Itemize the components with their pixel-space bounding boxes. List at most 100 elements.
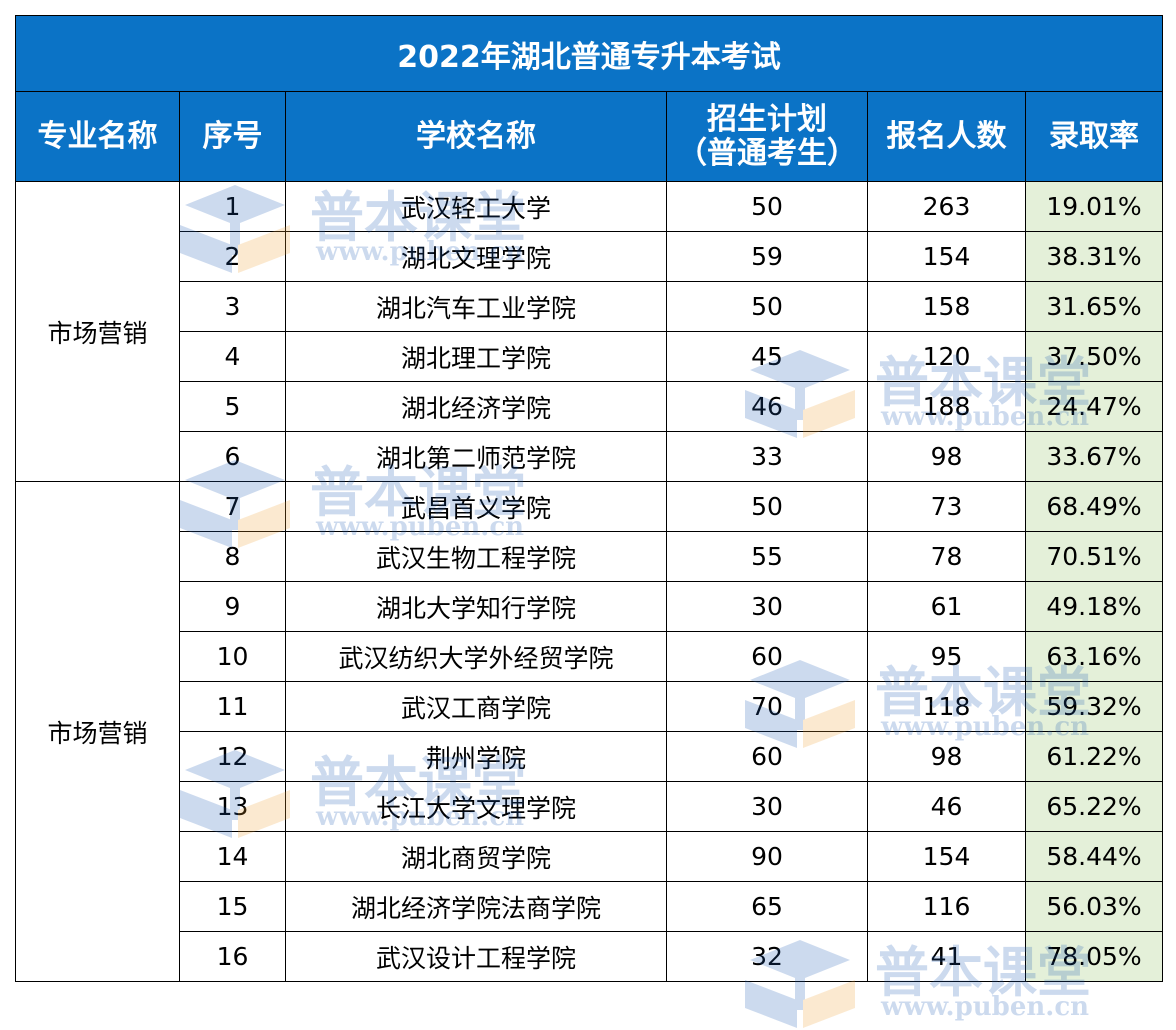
plan-cell: 59 [666, 231, 868, 282]
table-row: 市场营销 7 武昌首义学院 50 73 68.49% [15, 481, 1164, 982]
table-row: 13 长江大学文理学院 30 46 65.22% [16, 781, 1164, 832]
rate-cell: 38.31% [1024, 231, 1164, 282]
school-cell: 湖北商贸学院 [285, 831, 667, 882]
school-cell: 武汉生物工程学院 [285, 531, 667, 582]
table-row: 市场营销 1 武汉轻工大学 50 263 19.01% [15, 181, 1164, 482]
plan-cell: 30 [666, 781, 868, 832]
applicants-cell: 46 [867, 781, 1026, 832]
applicants-cell: 158 [867, 281, 1026, 332]
plan-cell: 70 [666, 681, 868, 732]
table-row: 3 湖北汽车工业学院 50 158 31.65% [16, 281, 1164, 332]
rate-cell: 70.51% [1024, 531, 1164, 582]
index-cell: 11 [179, 681, 286, 732]
index-cell: 8 [179, 531, 286, 582]
admission-table: 2022年湖北普通专升本考试 专业名称 序号 学校名称 招生计划 （普通考生） … [14, 15, 1164, 982]
plan-cell: 55 [666, 531, 868, 582]
header-major: 专业名称 [15, 91, 180, 182]
plan-cell: 65 [666, 881, 868, 932]
index-cell: 4 [179, 331, 286, 382]
school-cell: 湖北汽车工业学院 [285, 281, 667, 332]
applicants-cell: 116 [867, 881, 1026, 932]
plan-cell: 32 [666, 931, 868, 982]
rate-cell: 24.47% [1024, 381, 1164, 432]
index-cell: 14 [179, 831, 286, 882]
applicants-cell: 41 [867, 931, 1026, 982]
applicants-cell: 61 [867, 581, 1026, 632]
index-cell: 10 [179, 631, 286, 682]
index-cell: 7 [179, 481, 286, 532]
plan-cell: 90 [666, 831, 868, 882]
admission-table-sheet: 2022年湖北普通专升本考试 专业名称 序号 学校名称 招生计划 （普通考生） … [14, 15, 1164, 982]
plan-cell: 50 [666, 481, 868, 532]
school-cell: 湖北文理学院 [285, 231, 667, 282]
rate-cell: 68.49% [1024, 481, 1164, 532]
watermark-url: www.puben.cn [881, 992, 1090, 1022]
school-cell: 武汉工商学院 [285, 681, 667, 732]
table-row: 16 武汉设计工程学院 32 41 78.05% [16, 931, 1164, 982]
school-cell: 湖北经济学院 [285, 381, 667, 432]
index-cell: 16 [179, 931, 286, 982]
rate-cell: 56.03% [1024, 881, 1164, 932]
header-plan-line1: 招生计划 [707, 101, 827, 137]
applicants-cell: 78 [867, 531, 1026, 582]
index-cell: 9 [179, 581, 286, 632]
index-cell: 13 [179, 781, 286, 832]
index-cell: 15 [179, 881, 286, 932]
applicants-cell: 95 [867, 631, 1026, 682]
index-cell: 2 [179, 231, 286, 282]
table-row: 5 湖北经济学院 46 188 24.47% [16, 381, 1164, 432]
applicants-cell: 120 [867, 331, 1026, 382]
table-title: 2022年湖北普通专升本考试 [14, 15, 1164, 92]
applicants-cell: 118 [867, 681, 1026, 732]
applicants-cell: 154 [867, 231, 1026, 282]
header-applicants: 报名人数 [867, 91, 1026, 182]
major-cell: 市场营销 [15, 481, 180, 982]
header-index: 序号 [179, 91, 286, 182]
table-row: 2 湖北文理学院 59 154 38.31% [16, 231, 1164, 282]
school-cell: 武汉纺织大学外经贸学院 [285, 631, 667, 682]
rate-cell: 61.22% [1024, 731, 1164, 782]
school-cell: 长江大学文理学院 [285, 781, 667, 832]
major-cell: 市场营销 [15, 181, 180, 482]
table-row: 15 湖北经济学院法商学院 65 116 56.03% [16, 881, 1164, 932]
rate-cell: 19.01% [1024, 181, 1164, 232]
plan-cell: 50 [666, 181, 868, 232]
applicants-cell: 98 [867, 431, 1026, 482]
rate-cell: 78.05% [1024, 931, 1164, 982]
rate-cell: 37.50% [1024, 331, 1164, 382]
header-school: 学校名称 [285, 91, 667, 182]
index-cell: 12 [179, 731, 286, 782]
rate-cell: 49.18% [1024, 581, 1164, 632]
index-cell: 6 [179, 431, 286, 482]
table-row: 4 湖北理工学院 45 120 37.50% [16, 331, 1164, 382]
plan-cell: 60 [666, 731, 868, 782]
school-cell: 武汉设计工程学院 [285, 931, 667, 982]
plan-cell: 46 [666, 381, 868, 432]
header-plan: 招生计划 （普通考生） [666, 91, 868, 182]
rate-cell: 63.16% [1024, 631, 1164, 682]
plan-cell: 33 [666, 431, 868, 482]
applicants-cell: 263 [867, 181, 1026, 232]
applicants-cell: 73 [867, 481, 1026, 532]
rate-cell: 58.44% [1024, 831, 1164, 882]
school-cell: 湖北理工学院 [285, 331, 667, 382]
school-cell: 湖北经济学院法商学院 [285, 881, 667, 932]
title-row: 2022年湖北普通专升本考试 [14, 15, 1164, 92]
plan-cell: 50 [666, 281, 868, 332]
index-cell: 1 [179, 181, 286, 232]
header-rate: 录取率 [1024, 91, 1164, 182]
applicants-cell: 154 [867, 831, 1026, 882]
table-body: 市场营销 1 武汉轻工大学 50 263 19.01% 2 湖北文理学院 59 154 38.31%… [15, 181, 1164, 982]
rate-cell: 65.22% [1024, 781, 1164, 832]
plan-cell: 60 [666, 631, 868, 682]
applicants-cell: 98 [867, 731, 1026, 782]
school-cell: 武昌首义学院 [285, 481, 667, 532]
header-row: 专业名称 序号 学校名称 招生计划 （普通考生） 报名人数 录取率 [15, 91, 1164, 182]
index-cell: 3 [179, 281, 286, 332]
rate-cell: 31.65% [1024, 281, 1164, 332]
plan-cell: 45 [666, 331, 868, 382]
school-cell: 荆州学院 [285, 731, 667, 782]
index-cell: 5 [179, 381, 286, 432]
table-row: 14 湖北商贸学院 90 154 58.44% [16, 831, 1164, 882]
table-row: 9 湖北大学知行学院 30 61 49.18% [16, 581, 1164, 632]
